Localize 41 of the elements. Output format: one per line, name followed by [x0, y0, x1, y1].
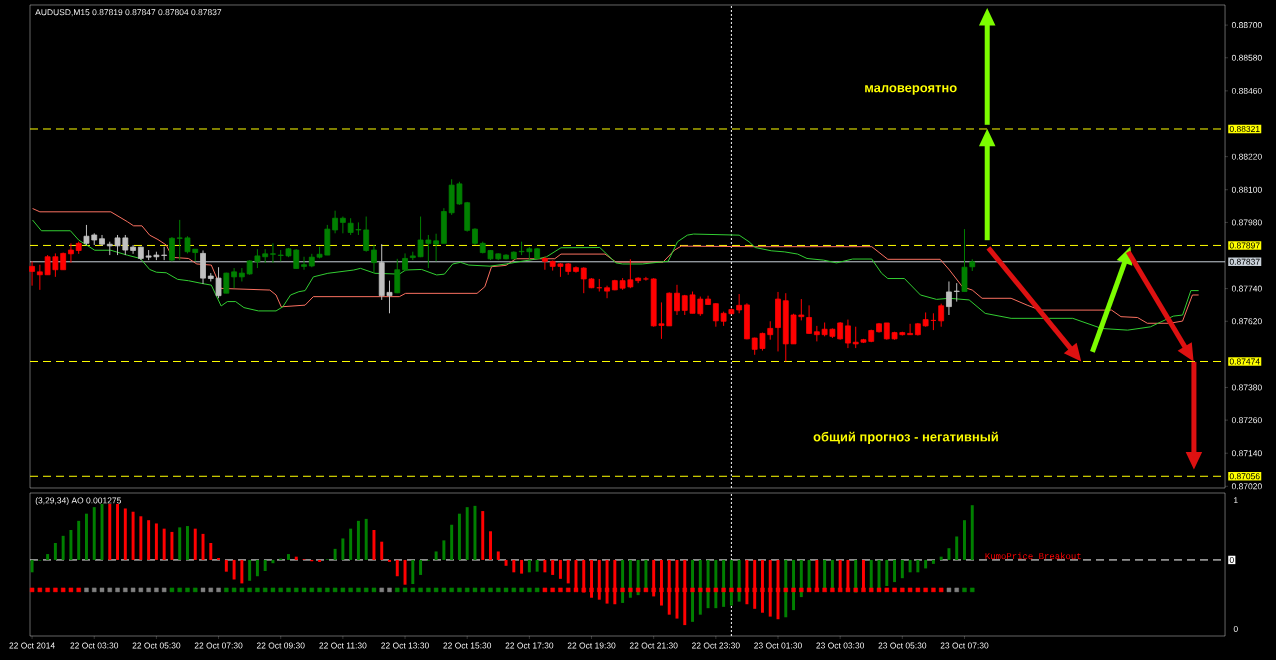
x-tick-label: 23 Oct 03:30 [816, 642, 865, 649]
x-tick-label: 22 Oct 13:30 [381, 642, 429, 649]
x-tick-label: 23 Oct 07:30 [940, 642, 989, 649]
y-tick-label: 0.88580 [1231, 54, 1262, 61]
ref-line-label: 0.87837 [1229, 258, 1260, 265]
y-tick-label: 0.88460 [1231, 87, 1262, 94]
x-tick-label: 22 Oct 21:30 [629, 642, 678, 649]
x-tick-label: 22 Oct 03:30 [70, 642, 119, 649]
y-tick-label: 0.87980 [1231, 219, 1262, 226]
annotation: общий прогноз - негативный [813, 431, 998, 444]
x-tick-label: 22 Oct 19:30 [567, 642, 616, 649]
ref-line-label: 0 [1229, 556, 1234, 563]
y-tick-label: 0.87260 [1231, 417, 1262, 424]
text: 1 [1234, 497, 1238, 504]
x-tick-label: 23 Oct 05:30 [878, 642, 927, 649]
y-tick-label: 0.87620 [1231, 318, 1262, 325]
ref-line-label: 0.88321 [1229, 126, 1260, 132]
ref-line-label: 0.87056 [1229, 473, 1260, 480]
x-tick-label: 22 Oct 11:30 [319, 642, 367, 649]
x-tick-label: 22 Oct 07:30 [194, 642, 243, 649]
x-tick-label: 23 Oct 01:30 [754, 642, 802, 649]
chart-title: AUDUSD,M15 0.87819 0.87847 0.87804 0.87837 [35, 9, 222, 17]
x-tick-label: 22 Oct 05:30 [132, 642, 181, 649]
y-tick-label: 0.87380 [1231, 384, 1262, 391]
y-tick-label: 0.87140 [1231, 450, 1262, 457]
ref-line-label: 0.87897 [1229, 242, 1260, 249]
annotation: KumoPrice Breakout [985, 552, 1081, 560]
y-tick-label: 0.88220 [1231, 153, 1262, 160]
x-tick-label: 22 Oct 2014 [9, 642, 55, 649]
annotation: маловероятно [865, 85, 957, 95]
x-tick-label: 22 Oct 09:30 [256, 642, 305, 649]
x-tick-label: 22 Oct 15:30 [443, 642, 492, 649]
y-tick-label: 0.88700 [1231, 22, 1262, 29]
ref-line-label: 0.87474 [1229, 358, 1260, 365]
x-tick-label: 22 Oct 23:30 [692, 642, 740, 649]
chart-title: (3,29,34) AO 0.001275 [35, 497, 121, 506]
y-tick-label: 0.87020 [1231, 483, 1262, 490]
y-tick-label: 0.88100 [1231, 186, 1262, 193]
y-tick-label: 0.87740 [1231, 285, 1262, 292]
x-tick-label: 22 Oct 17:30 [505, 642, 554, 649]
text: 0 [1233, 625, 1238, 632]
